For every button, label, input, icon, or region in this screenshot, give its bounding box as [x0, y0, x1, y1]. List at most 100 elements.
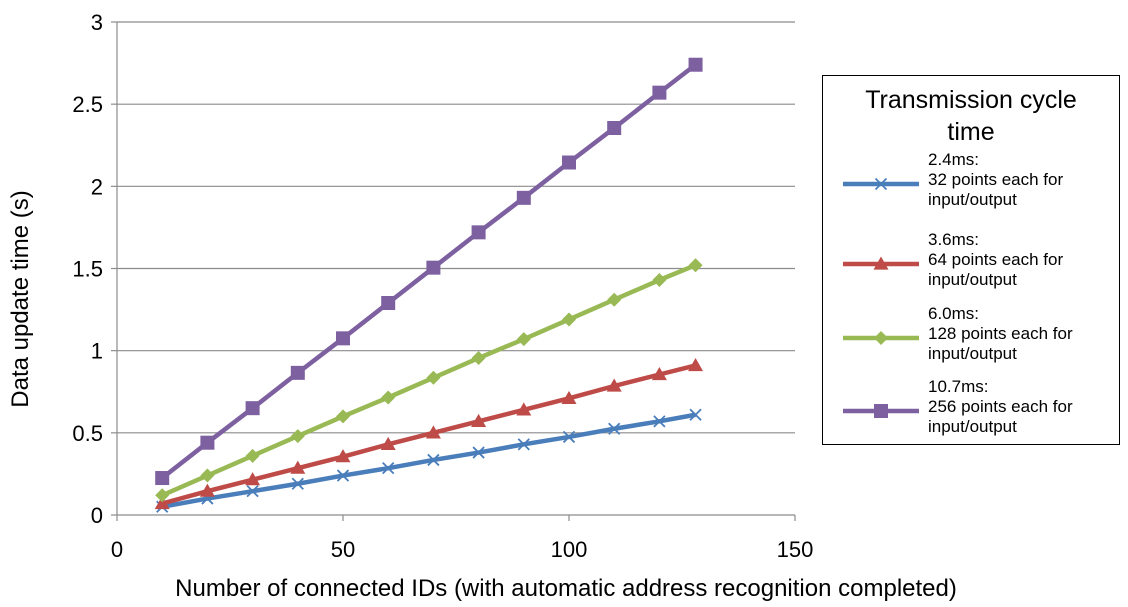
legend-label-line: 6.0ms:	[928, 304, 980, 323]
y-tick-label: 1.5	[72, 257, 103, 282]
data-point	[688, 57, 703, 72]
data-point	[516, 190, 531, 205]
data-point	[200, 468, 215, 483]
series-1	[154, 357, 704, 510]
legend-entry: 2.4ms: 32 points each for input/output	[823, 150, 1119, 230]
legend-title: Transmission cycle time	[823, 84, 1119, 148]
y-tick-label: 3	[91, 10, 103, 35]
x-tick-labels: 0 50 100 150	[111, 537, 813, 562]
grid-lines	[111, 21, 795, 516]
data-point	[155, 488, 170, 503]
legend-label-line: 64 points each for	[928, 250, 1064, 269]
legend-swatch	[843, 177, 919, 191]
data-point	[516, 332, 531, 347]
legend-label-line: 10.7ms:	[928, 377, 989, 396]
legend-label: 6.0ms: 128 points each for input/output	[928, 304, 1118, 364]
y-axis-label: Data update time (s)	[7, 190, 34, 407]
data-point	[336, 469, 350, 482]
data-point	[561, 390, 577, 404]
data-point	[606, 378, 622, 392]
data-point	[689, 408, 702, 421]
y-tick-label: 1	[91, 339, 103, 364]
y-tick-label: 2.5	[72, 92, 103, 117]
legend-label: 3.6ms: 64 points each for input/output	[928, 230, 1118, 290]
series-3	[155, 57, 703, 486]
legend-label: 10.7ms: 256 points each for input/output	[928, 377, 1118, 437]
data-point	[336, 331, 350, 346]
data-point	[245, 448, 260, 463]
legend-label: 2.4ms: 32 points each for input/output	[928, 150, 1118, 210]
data-point	[471, 413, 487, 427]
legend: Transmission cycle time 2.4ms: 32 points …	[822, 75, 1120, 445]
x-axis-label: Number of connected IDs (with automatic …	[175, 575, 957, 602]
data-point	[607, 292, 622, 307]
data-point	[291, 477, 304, 490]
data-point	[562, 430, 576, 444]
data-point	[154, 495, 170, 510]
data-point	[607, 120, 622, 135]
data-point	[381, 296, 396, 311]
legend-label-line: 2.4ms:	[928, 150, 980, 169]
legend-label-line: 3.6ms:	[928, 230, 980, 249]
data-point	[562, 155, 576, 170]
data-point	[653, 415, 666, 428]
data-point	[380, 436, 396, 450]
x-tick-label: 150	[777, 537, 814, 562]
legend-label-line: input/output	[928, 344, 1017, 363]
data-point	[200, 435, 215, 450]
legend-label-line: 256 points each for	[928, 397, 1073, 416]
data-point	[471, 225, 486, 240]
data-point	[245, 401, 260, 416]
data-point	[688, 258, 703, 273]
legend-label-line: input/output	[928, 190, 1017, 209]
legend-entry: 6.0ms: 128 points each for input/output	[823, 304, 1119, 384]
data-point	[290, 429, 305, 444]
legend-swatch	[843, 256, 919, 270]
data-point	[335, 449, 351, 463]
y-tick-labels: 0 0.5 1 1.5 2 2.5 3	[72, 10, 103, 528]
data-point	[245, 472, 261, 486]
legend-title-line-1: Transmission cycle	[865, 86, 1077, 114]
data-point	[652, 85, 667, 100]
data-point	[608, 422, 621, 435]
data-point	[427, 453, 440, 467]
y-tick-label: 0	[91, 503, 103, 528]
data-point	[199, 483, 215, 497]
legend-label-line: input/output	[928, 417, 1017, 436]
data-point	[517, 438, 530, 451]
legend-marker	[874, 331, 888, 345]
legend-label-line: input/output	[928, 270, 1017, 289]
x-tick-label: 50	[331, 537, 355, 562]
data-point	[290, 460, 306, 474]
legend-marker	[874, 177, 888, 191]
data-point	[426, 260, 441, 275]
data-point	[425, 425, 441, 439]
data-point	[155, 471, 170, 486]
x-tick-label: 0	[111, 537, 123, 562]
legend-label-line: 32 points each for	[928, 170, 1064, 189]
data-point	[382, 462, 395, 475]
y-tick-label: 0.5	[72, 421, 103, 446]
data-point	[336, 409, 350, 424]
data-point	[688, 357, 704, 372]
data-point	[426, 370, 441, 385]
data-point	[246, 485, 259, 498]
x-tick-label: 100	[551, 537, 588, 562]
legend-entry: 3.6ms: 64 points each for input/output	[823, 230, 1119, 310]
data-point	[516, 402, 532, 416]
data-point	[472, 446, 485, 459]
series-group	[154, 57, 704, 513]
data-point	[471, 351, 486, 366]
legend-entry: 10.7ms: 256 points each for input/output	[823, 377, 1119, 457]
series-2	[155, 258, 703, 503]
data-point	[562, 312, 576, 327]
data-point	[651, 366, 667, 381]
legend-marker	[873, 256, 889, 270]
legend-swatch	[843, 404, 919, 418]
data-point	[652, 273, 667, 288]
data-point	[290, 365, 305, 380]
axes	[116, 22, 796, 521]
legend-title-line-2: time	[947, 118, 995, 146]
legend-swatch	[843, 331, 919, 345]
